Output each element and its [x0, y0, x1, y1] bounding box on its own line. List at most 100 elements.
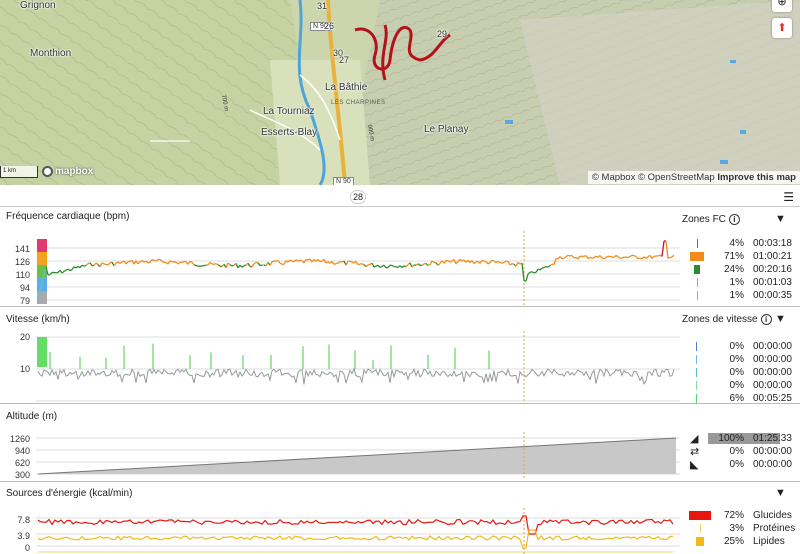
hr-line-segment	[635, 256, 639, 260]
speed-zone-swatch	[696, 394, 697, 403]
speed-zone-time: 00:00:00	[753, 354, 792, 365]
hr-zone-swatch	[696, 291, 698, 300]
hr-line-segment	[325, 261, 329, 264]
mapbox-logo[interactable]: mapbox	[42, 166, 93, 177]
info-icon[interactable]: i	[760, 314, 772, 325]
hr-line-segment	[49, 272, 53, 276]
north-arrow-icon[interactable]: ⬆	[772, 18, 792, 38]
hr-line-segment	[271, 260, 275, 263]
hr-line-segment	[209, 261, 213, 265]
hr-line-segment	[613, 255, 617, 258]
speed-zones-dropdown[interactable]: ▼	[775, 313, 786, 325]
hr-zones-dropdown[interactable]: ▼	[775, 213, 786, 225]
hr-line-segment	[187, 261, 191, 265]
hr-zone-time: 00:20:16	[753, 264, 792, 275]
heart-rate-title: Fréquence cardiaque (bpm)	[6, 211, 130, 222]
hr-line-segment	[493, 260, 497, 264]
hr-line-segment	[121, 260, 125, 263]
altitude-chart[interactable]	[36, 432, 680, 480]
hr-line-segment	[109, 261, 113, 264]
flat-icon: ⇄	[690, 446, 700, 458]
timeline-bar[interactable]: 28 ☰	[0, 185, 800, 207]
hr-line-segment	[537, 268, 541, 271]
hr-line-segment	[637, 257, 641, 260]
info-icon[interactable]: i	[728, 214, 740, 225]
hr-line-segment	[511, 263, 515, 265]
energy-source-pct: 25%	[723, 536, 744, 547]
hr-line-segment	[499, 261, 503, 264]
hr-line-segment	[447, 260, 451, 263]
hr-line-segment	[491, 259, 495, 262]
hr-line-segment	[87, 262, 91, 265]
mapbox-logo-text: mapbox	[55, 166, 94, 177]
hr-line-segment	[375, 264, 379, 267]
hr-line-segment	[395, 266, 399, 269]
speed-tick: 20	[19, 332, 30, 342]
energy-source-label: Protéines	[753, 523, 796, 534]
hr-line-segment	[95, 262, 99, 265]
hr-line-segment	[147, 261, 151, 264]
km-marker: 29	[437, 29, 448, 39]
altitude-line	[37, 437, 677, 475]
hr-line-segment	[559, 256, 563, 260]
hr-line-segment	[313, 258, 317, 262]
hr-line-segment	[377, 264, 381, 268]
hr-line-segment	[323, 259, 327, 264]
hr-line-segment	[159, 258, 163, 262]
hr-line-segment	[651, 255, 655, 259]
hr-line-segment	[539, 267, 543, 271]
hr-line-segment	[429, 260, 433, 265]
hr-line-segment	[507, 261, 511, 266]
hr-line-segment	[501, 261, 505, 264]
hr-line-segment	[627, 255, 631, 259]
hr-line-segment	[621, 256, 625, 259]
hr-line-segment	[45, 266, 49, 276]
speed-zone-time: 00:00:00	[753, 341, 792, 352]
hr-line-segment	[141, 259, 145, 263]
hr-line-segment	[521, 263, 525, 282]
hr-line-segment	[405, 264, 409, 268]
hr-line-segment	[351, 261, 355, 264]
hr-line-segment	[629, 254, 633, 258]
speed-zone-time: 00:00:00	[753, 367, 792, 378]
hr-line-segment	[531, 271, 535, 274]
hr-line-segment	[231, 264, 235, 267]
energy-title: Sources d'énergie (kcal/min)	[6, 488, 133, 499]
sliders-icon[interactable]: ☰	[783, 190, 794, 204]
hr-line-segment	[615, 254, 619, 258]
hr-line-segment	[217, 264, 221, 267]
hr-line-segment	[339, 260, 343, 263]
alt-tick: 1260	[9, 434, 30, 444]
compass-icon[interactable]: ⊕	[772, 0, 792, 12]
hr-line-segment	[239, 264, 243, 268]
hr-line-segment	[79, 264, 83, 269]
energy-dropdown[interactable]: ▼	[775, 487, 786, 499]
route-map[interactable]: Grignon Monthion La Bâthie La Tourniaz E…	[0, 0, 800, 185]
hr-zone-bar-segment	[37, 291, 47, 304]
hr-chart[interactable]	[36, 231, 680, 307]
hr-line-segment	[61, 270, 65, 274]
hr-line-segment	[517, 261, 521, 265]
hr-line-segment	[291, 260, 295, 263]
speed-chart[interactable]	[36, 331, 680, 404]
hr-line-segment	[169, 260, 173, 263]
hr-line-segment	[563, 256, 567, 259]
improve-map-link[interactable]: Improve this map	[717, 172, 796, 183]
hr-line-segment	[69, 269, 73, 272]
timeline-marker[interactable]: 28	[350, 190, 366, 204]
hr-line-segment	[403, 265, 407, 268]
altitude-time: 01:25:33	[753, 433, 792, 444]
hr-line-segment	[587, 256, 591, 260]
hr-line-segment	[417, 263, 421, 266]
hr-line-segment	[449, 260, 453, 263]
energy-source-label: Glucides	[753, 510, 792, 521]
hr-line-segment	[371, 262, 375, 268]
hr-line-segment	[99, 262, 103, 268]
energy-chart[interactable]	[36, 508, 680, 554]
km-marker: 31	[317, 1, 328, 11]
hr-line-segment	[195, 264, 199, 267]
hr-line-segment	[81, 264, 85, 267]
hr-line-segment	[455, 261, 459, 265]
hr-line-segment	[269, 261, 273, 266]
hr-line-segment	[379, 265, 383, 268]
